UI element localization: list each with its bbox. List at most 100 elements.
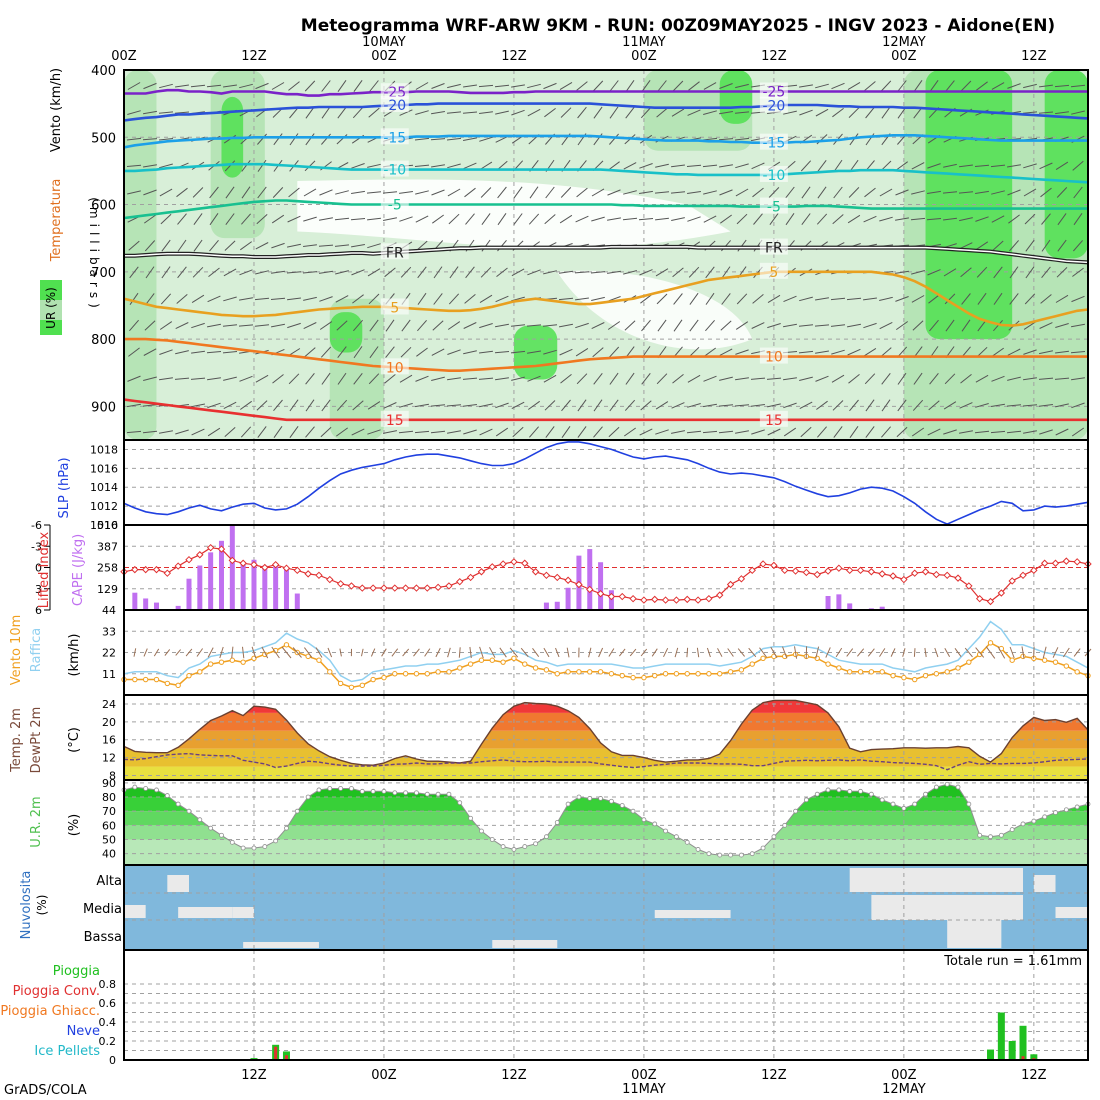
wind-barb: [241, 186, 251, 199]
wind-barb: [479, 323, 493, 329]
wind-barb: [1071, 295, 1085, 303]
wind-barb: [865, 399, 875, 412]
wind-barb: [446, 111, 462, 114]
wind-barb: [239, 297, 253, 301]
wind-barb: [495, 402, 509, 409]
wind-barb: [799, 401, 813, 410]
slp-frame: [123, 439, 1089, 526]
lifted-index-point: [965, 582, 973, 590]
rh-point: [251, 845, 257, 851]
wind-barb: [225, 213, 235, 225]
wind-barb: [607, 189, 621, 196]
wind-barb: [159, 430, 173, 434]
wind-barb: [1055, 111, 1069, 115]
wind-barb: [991, 215, 1005, 223]
wind10m-point: [684, 671, 690, 677]
wind-direction-arrow: [543, 647, 550, 658]
wind-barb: [943, 217, 957, 221]
wind-direction-arrow: [619, 648, 626, 657]
lifted-index-point: [315, 571, 323, 579]
lifted-index-point: [369, 584, 377, 592]
wind-barb: [783, 295, 797, 303]
lifted-index-point: [358, 584, 366, 592]
rh-moisture-region: [1044, 70, 1088, 259]
wind-barb: [479, 350, 493, 354]
wind-barb: [1023, 163, 1037, 169]
wind-barb: [239, 83, 253, 89]
rh-point: [219, 832, 224, 838]
wind-barb: [302, 271, 318, 274]
wind-barb: [766, 377, 782, 380]
lifted-index-point: [141, 565, 150, 574]
wind-barb: [558, 297, 574, 301]
wind-direction-arrow: [143, 648, 148, 657]
wind-barb: [1040, 187, 1052, 198]
wind-barb: [1073, 240, 1083, 252]
wind-barb: [271, 270, 285, 274]
wind-tick-label: 11: [102, 668, 116, 681]
wind-direction-arrow: [509, 647, 519, 658]
top-axis-hour-label: 12Z: [1021, 49, 1047, 64]
wind-barb: [960, 267, 972, 278]
lifted-index-point: [596, 590, 605, 598]
rh-point: [998, 832, 1004, 838]
rh-point: [955, 784, 961, 790]
wind-barb: [209, 186, 219, 199]
wind-barb: [305, 106, 315, 119]
rh-point: [598, 796, 603, 801]
wind-barb: [239, 269, 253, 276]
wind-barb: [625, 80, 635, 92]
wind-direction-arrow: [913, 648, 916, 657]
wind-barb: [257, 426, 267, 438]
lifted-index-point: [629, 594, 637, 603]
wind10m-point: [370, 676, 376, 683]
wind-direction-arrow: [717, 648, 723, 657]
wind-barb: [911, 270, 925, 275]
wind-barb: [273, 426, 283, 438]
wind-direction-arrow: [261, 646, 269, 659]
ylabel-nuvol-pct: (%): [35, 895, 49, 916]
wind-barb: [319, 296, 333, 302]
wind-barb: [497, 213, 507, 226]
wind-barb: [177, 266, 187, 279]
wind-barb: [545, 186, 555, 199]
lifted-index-point: [185, 556, 193, 564]
wind-barb: [799, 84, 813, 88]
wind-barb: [497, 186, 507, 199]
precip-tick-label: 0.6: [99, 997, 117, 1010]
wind-direction-arrow: [361, 648, 364, 657]
wind10m-point: [446, 669, 452, 675]
wind-barb: [511, 268, 525, 277]
wind-barb: [544, 400, 556, 411]
wind-barb: [1023, 188, 1037, 197]
wind-direction-arrow: [944, 647, 951, 658]
wind-barb: [272, 187, 284, 198]
rh-point: [912, 801, 918, 807]
wind-barb: [672, 267, 684, 278]
wind-barb: [990, 164, 1006, 168]
cloud-block: [871, 895, 1024, 920]
wind-barb: [1073, 186, 1083, 199]
slp-tick-label: 1018: [90, 443, 118, 456]
wind-barb: [945, 319, 955, 332]
wind-direction-arrow: [782, 646, 788, 659]
wind10m-point: [738, 667, 745, 673]
lifted-index-point: [889, 572, 897, 580]
slp-tick-label: 1016: [90, 462, 118, 475]
wind-barb: [783, 323, 797, 328]
wind-barb: [351, 428, 365, 436]
ylabel-dew2m: DewPt 2m: [29, 707, 44, 774]
wind-barb: [702, 137, 718, 141]
cape-bar: [294, 593, 300, 610]
wind-barb: [414, 430, 430, 434]
wind10m-point: [662, 671, 669, 677]
wind-barb: [431, 111, 445, 115]
wind-barb: [767, 403, 781, 408]
pressure-tick-label: 900: [91, 400, 116, 415]
wind-barb: [927, 269, 941, 276]
wind-barb: [463, 350, 477, 355]
cape-bar: [847, 603, 853, 610]
wind-barb: [1039, 84, 1053, 88]
wind-barb: [847, 323, 861, 328]
